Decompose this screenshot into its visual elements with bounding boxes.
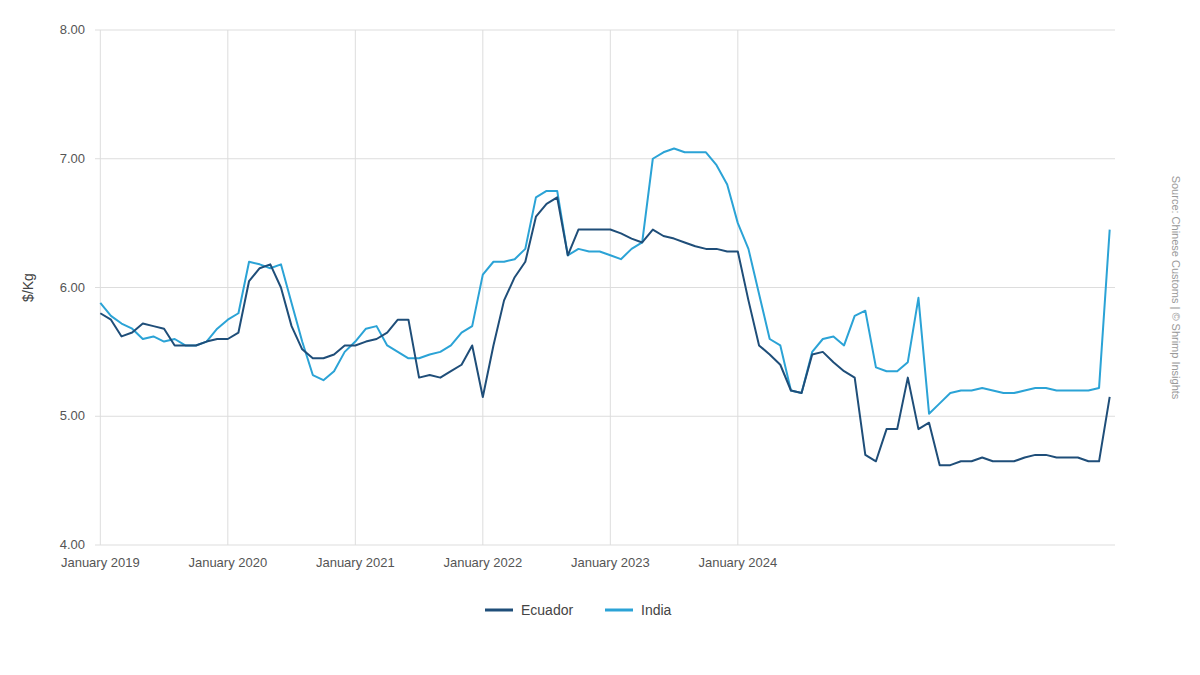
x-tick-label: January 2019 xyxy=(61,555,140,570)
y-tick-label: 6.00 xyxy=(60,280,85,295)
series-line xyxy=(100,148,1109,413)
x-tick-label: January 2023 xyxy=(571,555,650,570)
lines xyxy=(100,148,1109,465)
y-axis-label: $/Kg xyxy=(20,273,36,302)
y-tick-label: 4.00 xyxy=(60,537,85,552)
legend-swatch xyxy=(605,609,633,612)
y-grid-line xyxy=(95,158,1115,159)
y-grid-line xyxy=(95,416,1115,417)
x-tick-label: January 2021 xyxy=(316,555,395,570)
x-tick-label: January 2022 xyxy=(443,555,522,570)
series-line xyxy=(100,197,1109,465)
y-tick-label: 8.00 xyxy=(60,22,85,37)
legend: Ecuador India xyxy=(485,602,672,618)
grid xyxy=(95,30,1115,545)
source-note: Source: Chinese Customs | © Shrimp Insig… xyxy=(1170,176,1182,400)
y-tick-label: 5.00 xyxy=(60,408,85,423)
y-grid-line xyxy=(95,30,1115,31)
x-tick-label: January 2024 xyxy=(698,555,777,570)
y-tick-label: 7.00 xyxy=(60,151,85,166)
legend-swatch xyxy=(485,609,513,612)
legend-label: Ecuador xyxy=(521,602,573,618)
x-grid-line xyxy=(737,30,738,545)
chart: 4.00 5.00 6.00 7.00 8.00 January 2019 January … xyxy=(0,0,1200,675)
y-grid-line xyxy=(95,545,1115,546)
x-grid-line xyxy=(355,30,356,545)
x-grid-line xyxy=(610,30,611,545)
x-grid-line xyxy=(482,30,483,545)
x-tick-label: January 2020 xyxy=(188,555,267,570)
legend-label: India xyxy=(641,602,672,618)
axes: 4.00 5.00 6.00 7.00 8.00 January 2019 January … xyxy=(20,22,777,570)
x-grid-line xyxy=(227,30,228,545)
x-grid-line xyxy=(100,30,101,545)
